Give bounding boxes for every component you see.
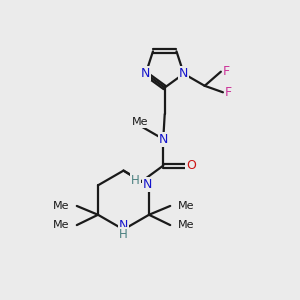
Text: N: N xyxy=(179,67,188,80)
Text: H: H xyxy=(119,228,128,241)
Text: Me: Me xyxy=(132,117,148,127)
Text: Me: Me xyxy=(178,201,194,211)
Text: N: N xyxy=(141,67,150,80)
Text: N: N xyxy=(143,178,152,191)
Text: Me: Me xyxy=(53,220,69,230)
Text: F: F xyxy=(225,86,232,99)
Text: N: N xyxy=(119,220,128,232)
Text: Me: Me xyxy=(53,201,69,211)
Text: F: F xyxy=(223,64,230,78)
Text: O: O xyxy=(186,159,196,172)
Text: N: N xyxy=(159,133,168,146)
Text: Me: Me xyxy=(178,220,194,230)
Text: H: H xyxy=(131,174,140,187)
